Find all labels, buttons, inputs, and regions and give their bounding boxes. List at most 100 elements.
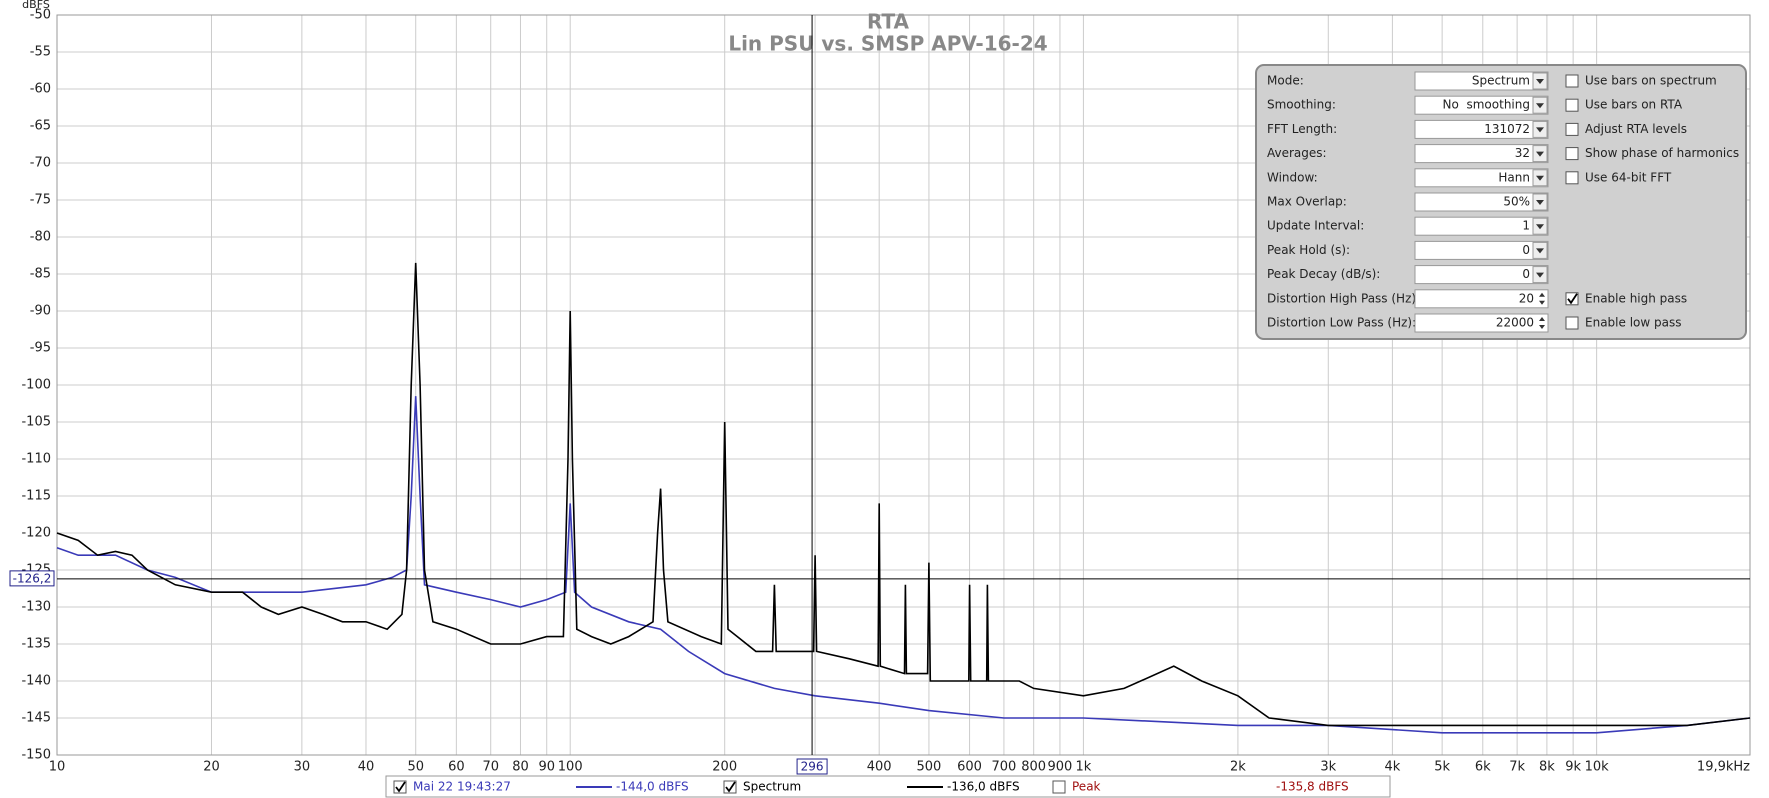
x-tick-label: 6k [1475, 760, 1491, 775]
spin-up[interactable] [1539, 317, 1545, 321]
setting-field[interactable] [1414, 240, 1549, 260]
option-checkbox[interactable] [1565, 147, 1579, 161]
dropdown-arrow [1536, 224, 1544, 230]
setting-value: 50% [1503, 195, 1530, 209]
x-tick-label: 900 [1048, 760, 1073, 775]
setting-field[interactable] [1414, 71, 1549, 91]
setting-value: No smoothing [1443, 98, 1530, 112]
option-label: Adjust RTA levels [1585, 122, 1687, 136]
dropdown-arrow [1536, 103, 1544, 109]
x-tick-label: 4k [1384, 760, 1400, 775]
option-checkbox-check [1567, 293, 1578, 305]
setting-value: 20 [1519, 291, 1534, 305]
x-tick-label: 10 [49, 760, 66, 775]
legend-checkbox[interactable] [1052, 780, 1066, 794]
cursor-x-label: 296 [801, 760, 824, 774]
setting-field[interactable] [1414, 313, 1549, 333]
x-tick-label: 50 [407, 760, 424, 775]
x-tick-label: 200 [712, 760, 737, 775]
x-tick-label: 19,9kHz [1697, 760, 1750, 775]
x-tick-label: 8k [1539, 760, 1555, 775]
setting-label: FFT Length: [1267, 122, 1337, 136]
x-tick-label: 700 [992, 760, 1017, 775]
setting-value: 0 [1522, 267, 1530, 281]
cursor-y-box [9, 570, 55, 587]
setting-label: Distortion High Pass (Hz): [1267, 291, 1420, 305]
setting-value: 1 [1522, 219, 1530, 233]
legend-name: Peak [1072, 780, 1101, 794]
x-tick-label: 600 [957, 760, 982, 775]
setting-value: 131072 [1484, 122, 1530, 136]
x-tick-label: 1k [1076, 760, 1092, 775]
x-tick-label: 500 [917, 760, 942, 775]
cursor-y-label: -126,2 [13, 571, 52, 585]
y-tick-label: -75 [30, 193, 51, 208]
y-tick-label: -80 [30, 230, 51, 245]
y-tick-label: -55 [30, 45, 51, 60]
setting-field[interactable] [1414, 144, 1549, 164]
x-tick-label: 7k [1509, 760, 1525, 775]
y-tick-label: -110 [21, 452, 51, 467]
series-line [56, 262, 1751, 727]
setting-field[interactable] [1414, 168, 1549, 188]
x-tick-label: 90 [538, 760, 555, 775]
dropdown-arrow [1536, 175, 1544, 181]
spin-up[interactable] [1539, 292, 1545, 297]
option-label: Use bars on spectrum [1585, 74, 1717, 88]
setting-field[interactable] [1414, 289, 1549, 309]
x-tick-label: 800 [1021, 760, 1046, 775]
legend-checkbox-check [725, 781, 736, 793]
option-checkbox[interactable] [1565, 316, 1579, 330]
setting-field[interactable] [1414, 265, 1549, 285]
dropdown-arrow [1536, 272, 1544, 278]
option-label: Show phase of harmonics [1585, 146, 1739, 160]
setting-label: Max Overlap: [1267, 195, 1347, 209]
option-label: Enable low pass [1585, 316, 1681, 330]
setting-field[interactable] [1414, 119, 1549, 139]
option-checkbox[interactable] [1565, 98, 1579, 112]
x-tick-label: 40 [358, 760, 375, 775]
setting-field[interactable] [1414, 192, 1549, 212]
x-tick-label: 80 [512, 760, 529, 775]
dropdown-arrow [1536, 248, 1544, 254]
y-tick-label: -135 [21, 637, 51, 652]
chart-title: RTA [867, 10, 910, 34]
setting-label: Window: [1267, 170, 1318, 184]
y-tick-label: -130 [21, 600, 51, 615]
legend-name: Mai 22 19:43:27 [413, 780, 511, 794]
spin-down[interactable] [1539, 325, 1545, 329]
cursor-x-box [796, 758, 828, 775]
legend-readout: -144,0 dBFS [616, 780, 689, 794]
y-tick-label: -100 [21, 378, 51, 393]
dropdown-arrow [1536, 151, 1544, 157]
settings-panel: Mode: Spectrum Use bars on spectrum Smoothi… [1255, 64, 1747, 340]
y-tick-label: -85 [30, 267, 51, 282]
x-tick-label: 30 [294, 760, 311, 775]
dropdown-arrow [1536, 200, 1544, 205]
y-tick-label: -140 [21, 674, 51, 689]
setting-label: Distortion Low Pass (Hz): [1267, 316, 1416, 330]
option-checkbox[interactable] [1565, 171, 1579, 185]
x-tick-label: 20 [203, 760, 220, 775]
cursor: 296 -126,2 [9, 15, 1750, 775]
x-tick-label: 70 [482, 760, 499, 775]
y-tick-label: -60 [30, 82, 51, 97]
legend-readout: -135,8 dBFS [1276, 780, 1349, 794]
setting-value: 32 [1515, 146, 1530, 160]
setting-value: 22000 [1496, 316, 1534, 330]
setting-value: Spectrum [1472, 74, 1530, 88]
y-tick-label: -70 [30, 156, 51, 171]
y-tick-label: -65 [30, 119, 51, 134]
x-tick-label: 2k [1230, 760, 1246, 775]
spin-down[interactable] [1539, 300, 1545, 305]
setting-field[interactable] [1414, 95, 1549, 115]
lines [56, 262, 1751, 734]
y-tick-label: -145 [21, 711, 51, 726]
x-tick-label: 400 [867, 760, 892, 775]
option-checkbox[interactable] [1565, 74, 1579, 88]
setting-field[interactable] [1414, 216, 1549, 236]
setting-label: Update Interval: [1267, 219, 1364, 233]
option-checkbox[interactable] [1565, 122, 1579, 136]
legend-readout: -136,0 dBFS [947, 780, 1020, 794]
